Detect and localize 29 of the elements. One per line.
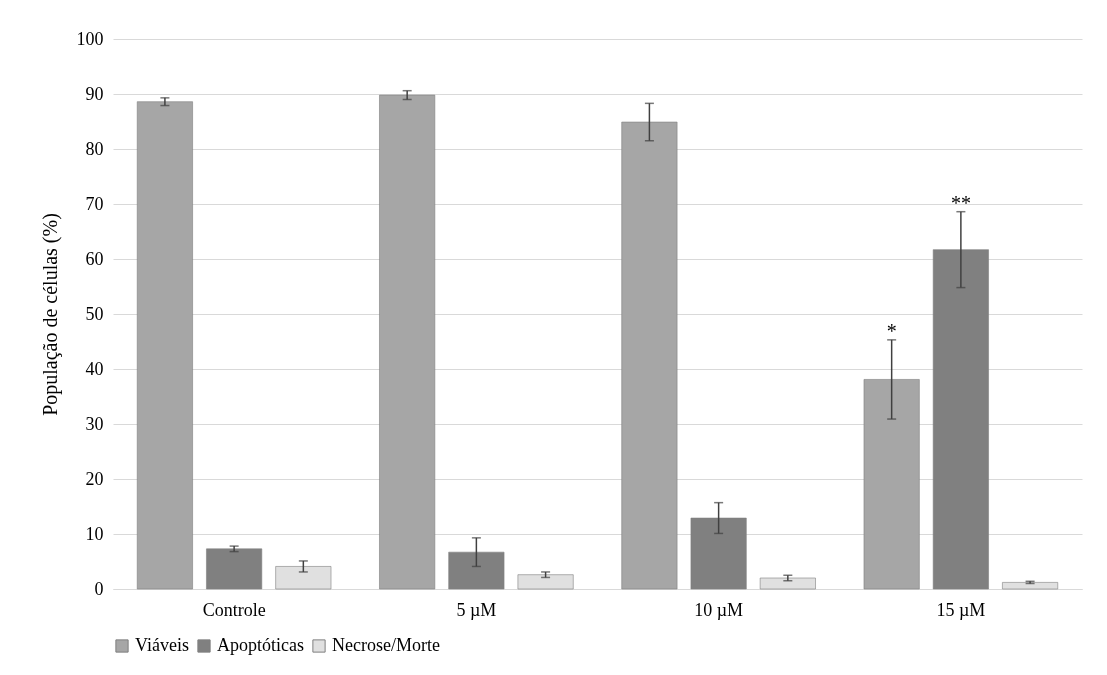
y-tick-label: 0 [94,578,104,599]
bar [379,94,436,590]
y-tick-label: 100 [76,28,104,49]
bar [136,101,193,590]
y-tick-label: 10 [85,523,104,544]
bar [206,548,263,590]
y-tick-label: 90 [85,83,104,104]
legend-label: Viáveis [135,635,189,655]
y-tick-label: 60 [85,248,104,269]
bar [690,517,747,590]
x-tick-label: 10 µM [694,599,744,620]
y-tick-label: 40 [85,358,104,379]
data-label: * [886,319,897,342]
y-tick-label: 30 [85,413,104,434]
x-tick-label: 15 µM [936,599,986,620]
legend-label: Apoptóticas [217,635,304,655]
y-axis-title: População de células (%) [38,213,62,416]
y-tick-label: 80 [85,138,104,159]
data-label: ** [950,191,971,214]
bar [932,249,989,590]
legend-label: Necrose/Morte [332,635,440,655]
y-tick-label: 50 [85,303,104,324]
x-tick-label: Controle [202,599,266,620]
y-tick-label: 70 [85,193,104,214]
bar [621,121,678,590]
y-tick-label: 20 [85,468,104,489]
x-tick-label: 5 µM [456,599,497,620]
bar [448,551,505,590]
bar [863,379,920,590]
